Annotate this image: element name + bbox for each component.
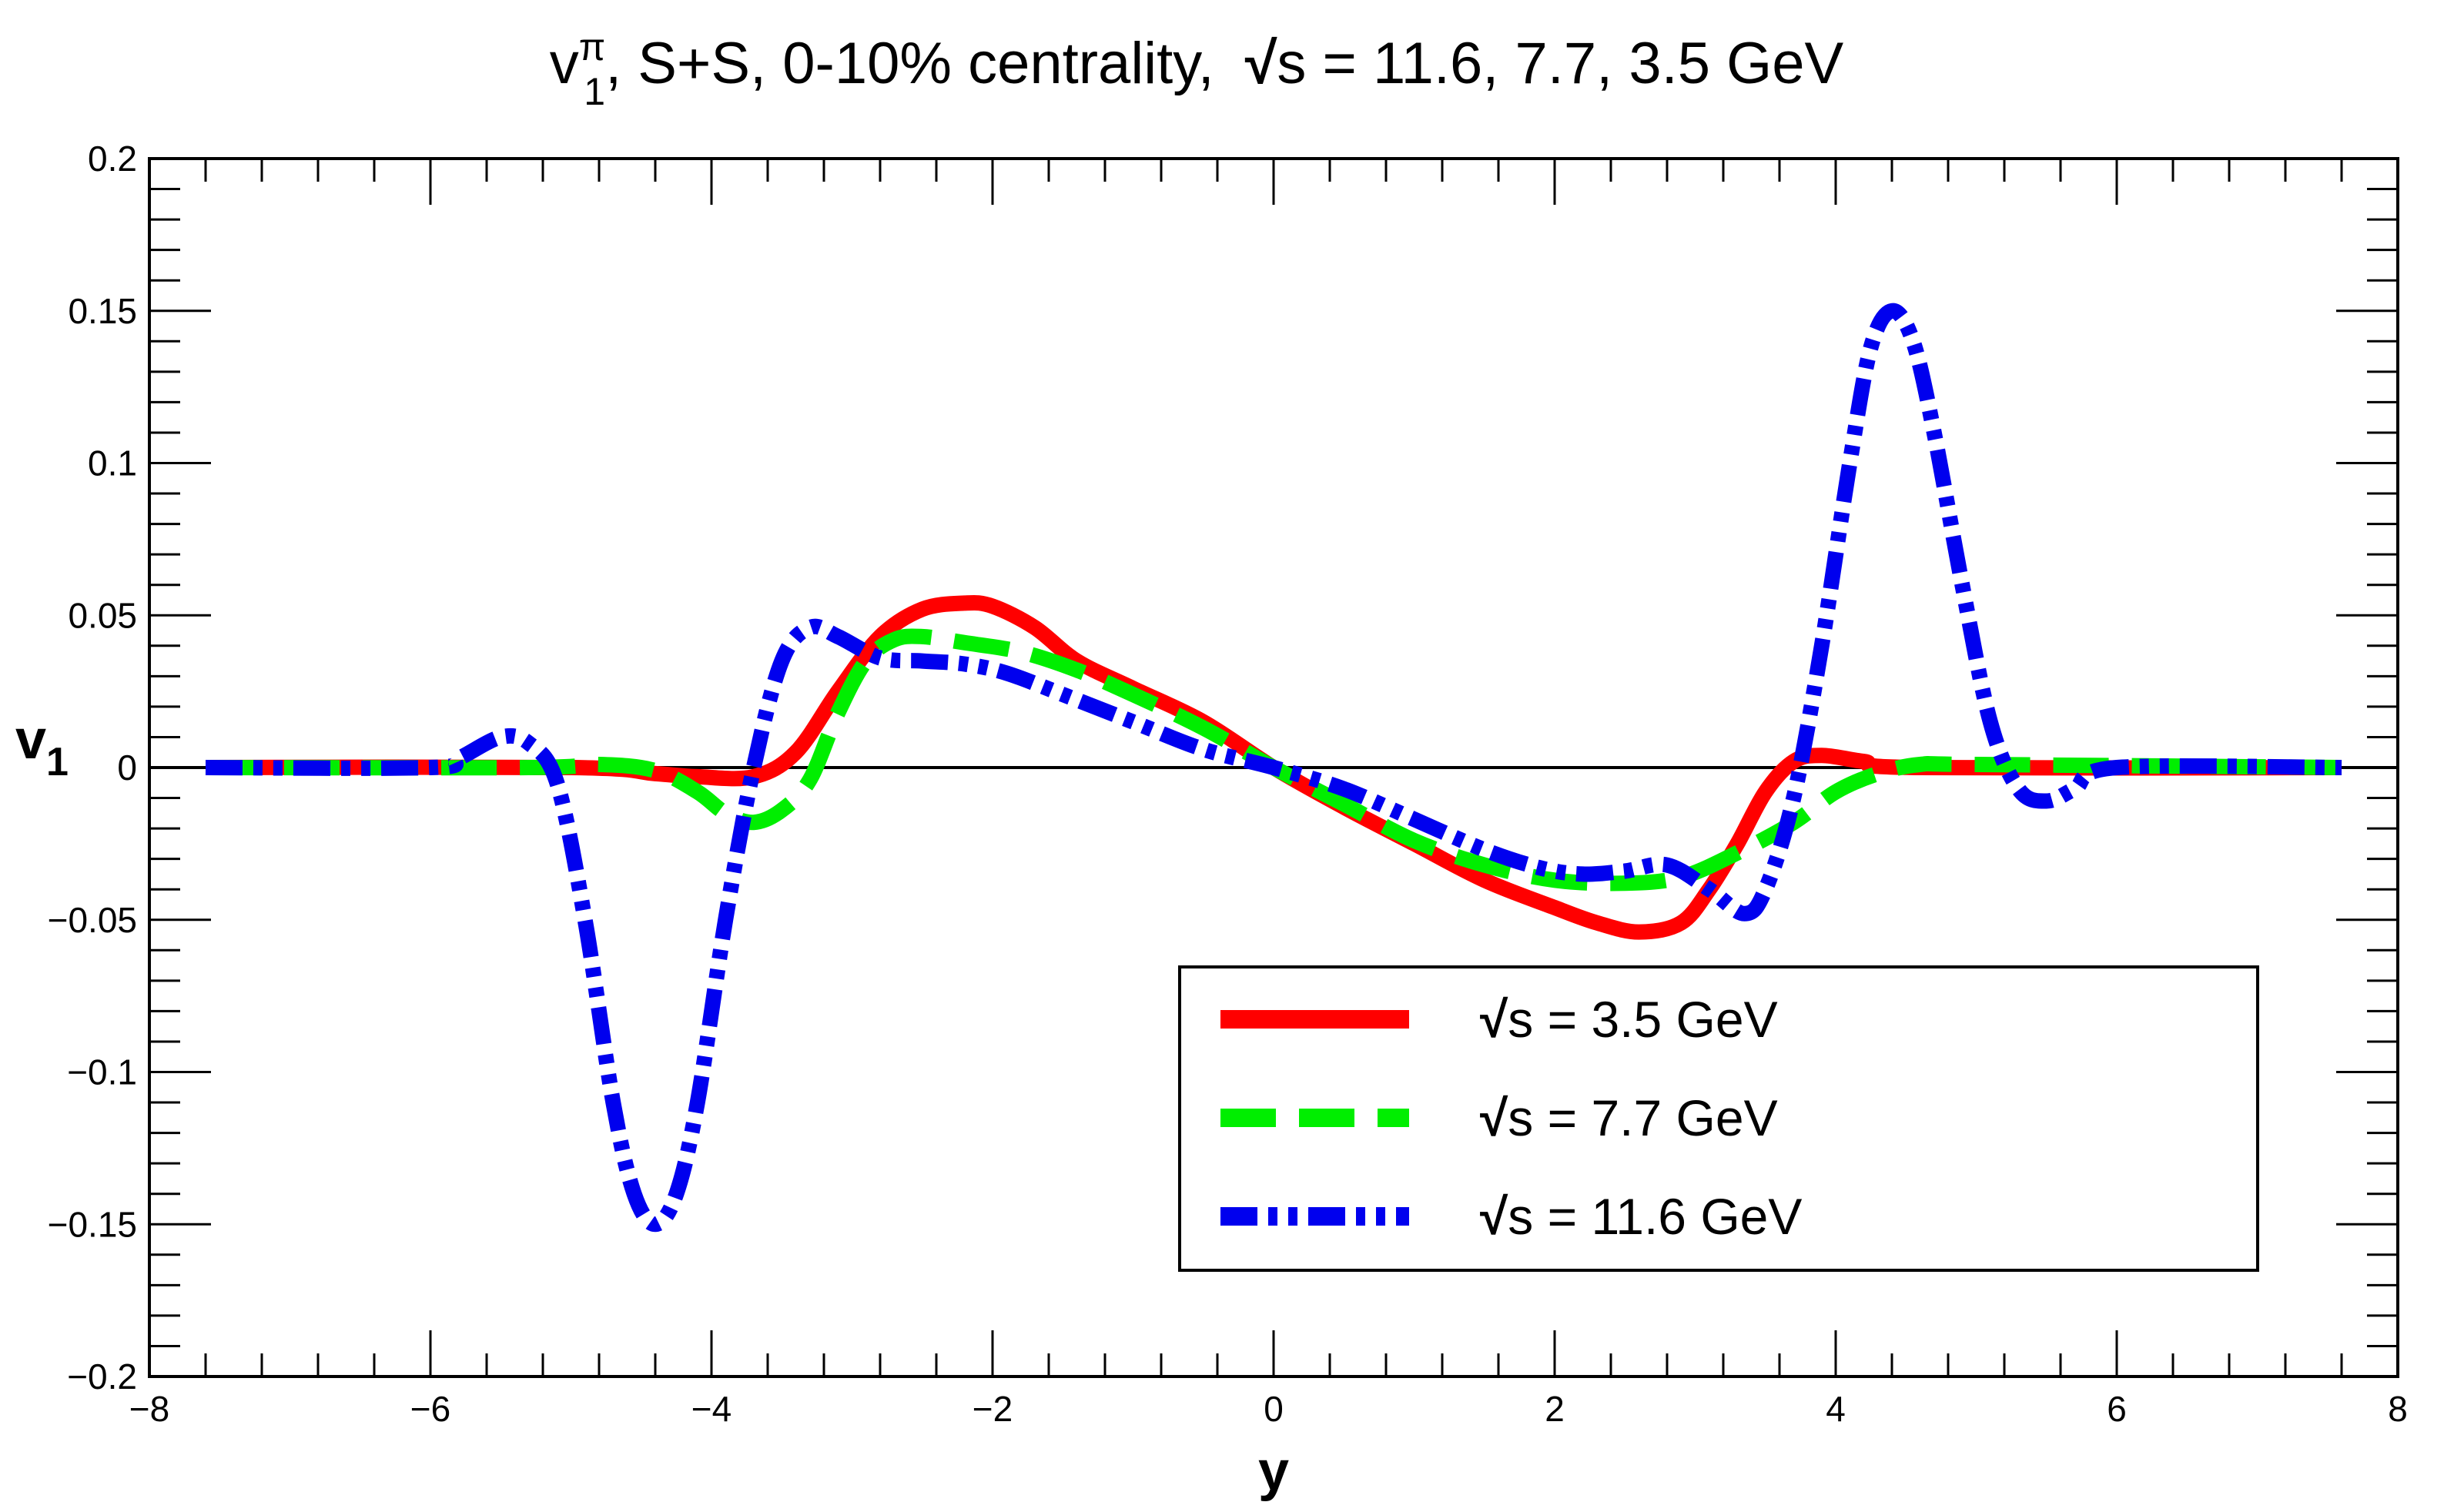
series-group xyxy=(205,303,2342,1233)
y-tick-label: 0.1 xyxy=(88,443,137,483)
series-line-2 xyxy=(205,628,2342,891)
y-tick-label: 0.05 xyxy=(68,595,137,635)
legend-label-1: √s = 3.5 GeV xyxy=(1480,991,1778,1048)
series-line-3 xyxy=(205,303,2342,1233)
x-tick-label: 2 xyxy=(1545,1389,1565,1429)
y-tick-label: −0.05 xyxy=(48,900,137,940)
x-tick-label: −4 xyxy=(691,1389,732,1429)
x-axis-title: y xyxy=(1258,1440,1289,1502)
y-tick-label: −0.2 xyxy=(67,1356,137,1397)
x-tick-label: 8 xyxy=(2388,1389,2408,1429)
axis-tick-labels: −8 −6 −4 −2 0 2 4 6 8 −0.2 −0.15 −0.1 −0.05 0 0.05 0.1 0… xyxy=(48,139,2408,1429)
legend-label-3: √s = 11.6 GeV xyxy=(1480,1188,1802,1245)
x-tick-label: 6 xyxy=(2107,1389,2127,1429)
x-tick-label: −2 xyxy=(973,1389,1013,1429)
y-tick-label: −0.15 xyxy=(48,1204,137,1244)
x-tick-label: 4 xyxy=(1826,1389,1846,1429)
x-tick-label: −6 xyxy=(410,1389,450,1429)
axis-ticks xyxy=(148,157,2399,1378)
x-tick-label: 0 xyxy=(1264,1389,1284,1429)
legend-label-2: √s = 7.7 GeV xyxy=(1480,1089,1778,1146)
y-tick-label: 0 xyxy=(117,748,137,788)
y-tick-label: 0.15 xyxy=(68,291,137,331)
y-tick-label: 0.2 xyxy=(88,139,137,179)
legend: √s = 3.5 GeV √s = 7.7 GeV √s = 11.6 GeV xyxy=(1178,965,2259,1272)
chart-title: vπ 1, S+S, 0-10% centrality, √s = 11.6, 7.… xyxy=(550,25,1844,113)
y-axis-title: v1 xyxy=(15,709,69,784)
y-tick-label: −0.1 xyxy=(67,1052,137,1092)
x-tick-label: −8 xyxy=(129,1389,169,1429)
